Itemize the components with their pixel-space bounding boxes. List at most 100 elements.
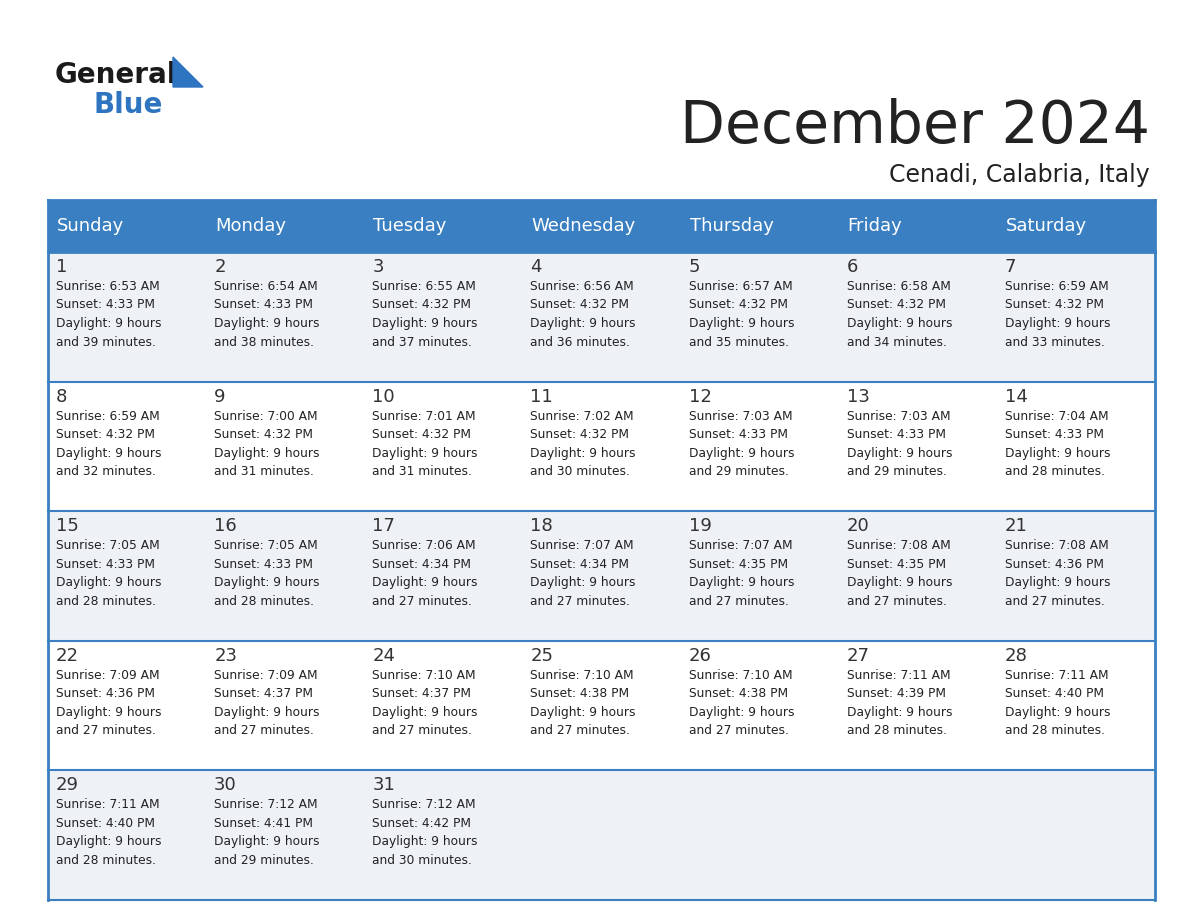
Text: Sunrise: 7:06 AM: Sunrise: 7:06 AM [372,539,476,553]
Text: Daylight: 9 hours: Daylight: 9 hours [689,446,794,460]
Bar [48,641,207,770]
Bar [365,641,523,770]
Text: 4: 4 [530,258,542,276]
Bar [681,770,839,900]
Text: Sunrise: 7:00 AM: Sunrise: 7:00 AM [214,409,317,422]
Text: Sunset: 4:32 PM: Sunset: 4:32 PM [214,428,314,442]
Text: Daylight: 9 hours: Daylight: 9 hours [372,706,478,719]
Text: and 28 minutes.: and 28 minutes. [56,854,156,867]
Text: Sunset: 4:33 PM: Sunset: 4:33 PM [214,298,314,311]
Text: Sunrise: 7:11 AM: Sunrise: 7:11 AM [56,799,159,812]
Text: Sunrise: 6:58 AM: Sunrise: 6:58 AM [847,280,950,293]
Text: 31: 31 [372,777,396,794]
Text: Sunrise: 7:08 AM: Sunrise: 7:08 AM [1005,539,1108,553]
Text: Sunset: 4:36 PM: Sunset: 4:36 PM [56,688,154,700]
Text: Daylight: 9 hours: Daylight: 9 hours [847,577,953,589]
Text: Sunset: 4:37 PM: Sunset: 4:37 PM [372,688,472,700]
Text: Sunrise: 7:07 AM: Sunrise: 7:07 AM [689,539,792,553]
Text: Sunrise: 7:07 AM: Sunrise: 7:07 AM [530,539,634,553]
Bar [681,382,839,511]
Text: Sunrise: 7:01 AM: Sunrise: 7:01 AM [372,409,476,422]
Text: Daylight: 9 hours: Daylight: 9 hours [530,706,636,719]
Bar [997,382,1155,511]
Text: Sunrise: 7:11 AM: Sunrise: 7:11 AM [847,669,950,682]
Bar [681,200,839,252]
Text: Sunrise: 7:12 AM: Sunrise: 7:12 AM [214,799,317,812]
Bar [365,770,523,900]
Text: 30: 30 [214,777,236,794]
Text: and 27 minutes.: and 27 minutes. [56,724,156,737]
Text: and 30 minutes.: and 30 minutes. [530,465,631,478]
Text: and 27 minutes.: and 27 minutes. [214,724,314,737]
Text: Sunrise: 7:03 AM: Sunrise: 7:03 AM [847,409,950,422]
Text: 9: 9 [214,387,226,406]
Text: Sunrise: 6:55 AM: Sunrise: 6:55 AM [372,280,476,293]
Text: Sunset: 4:32 PM: Sunset: 4:32 PM [56,428,154,442]
Bar [997,511,1155,641]
Text: General: General [55,61,177,89]
Text: Sunday: Sunday [57,217,125,235]
Text: Monday: Monday [215,217,286,235]
Text: Sunrise: 7:11 AM: Sunrise: 7:11 AM [1005,669,1108,682]
Text: Blue: Blue [93,91,163,119]
Bar [681,511,839,641]
Bar [365,382,523,511]
Text: 19: 19 [689,517,712,535]
Text: Sunrise: 7:10 AM: Sunrise: 7:10 AM [689,669,792,682]
Text: Sunrise: 6:57 AM: Sunrise: 6:57 AM [689,280,792,293]
Text: Friday: Friday [848,217,903,235]
Bar [523,200,681,252]
Text: Daylight: 9 hours: Daylight: 9 hours [214,706,320,719]
Text: and 37 minutes.: and 37 minutes. [372,335,472,349]
Text: Sunset: 4:32 PM: Sunset: 4:32 PM [530,298,630,311]
Text: and 31 minutes.: and 31 minutes. [214,465,314,478]
Text: Sunrise: 7:09 AM: Sunrise: 7:09 AM [56,669,159,682]
Bar [523,641,681,770]
Text: Daylight: 9 hours: Daylight: 9 hours [847,706,953,719]
Text: Sunrise: 7:10 AM: Sunrise: 7:10 AM [530,669,634,682]
Bar [48,252,207,382]
Text: and 27 minutes.: and 27 minutes. [847,595,947,608]
Text: and 28 minutes.: and 28 minutes. [1005,465,1105,478]
Text: Daylight: 9 hours: Daylight: 9 hours [689,317,794,330]
Text: Sunset: 4:33 PM: Sunset: 4:33 PM [847,428,946,442]
Bar [523,511,681,641]
Text: 24: 24 [372,647,396,665]
Bar [997,200,1155,252]
Text: and 27 minutes.: and 27 minutes. [689,724,789,737]
Text: 17: 17 [372,517,396,535]
Text: Sunset: 4:38 PM: Sunset: 4:38 PM [689,688,788,700]
Text: Cenadi, Calabria, Italy: Cenadi, Calabria, Italy [890,163,1150,187]
Bar [523,382,681,511]
Text: Sunrise: 7:12 AM: Sunrise: 7:12 AM [372,799,476,812]
Text: Daylight: 9 hours: Daylight: 9 hours [214,317,320,330]
Text: Daylight: 9 hours: Daylight: 9 hours [56,446,162,460]
Text: and 27 minutes.: and 27 minutes. [689,595,789,608]
Text: Daylight: 9 hours: Daylight: 9 hours [1005,317,1111,330]
Bar [997,770,1155,900]
Text: Daylight: 9 hours: Daylight: 9 hours [56,317,162,330]
Bar [207,200,365,252]
Text: 11: 11 [530,387,554,406]
Text: Sunset: 4:33 PM: Sunset: 4:33 PM [1005,428,1104,442]
Text: 18: 18 [530,517,554,535]
Bar [48,770,207,900]
Text: Sunrise: 6:54 AM: Sunrise: 6:54 AM [214,280,318,293]
Text: Sunrise: 7:09 AM: Sunrise: 7:09 AM [214,669,317,682]
Text: Daylight: 9 hours: Daylight: 9 hours [372,577,478,589]
Text: Sunset: 4:35 PM: Sunset: 4:35 PM [689,558,788,571]
Text: and 35 minutes.: and 35 minutes. [689,335,789,349]
Text: Daylight: 9 hours: Daylight: 9 hours [214,446,320,460]
Text: Daylight: 9 hours: Daylight: 9 hours [372,835,478,848]
Text: and 28 minutes.: and 28 minutes. [56,595,156,608]
Text: Sunset: 4:32 PM: Sunset: 4:32 PM [1005,298,1104,311]
Bar [839,200,997,252]
Text: and 39 minutes.: and 39 minutes. [56,335,156,349]
Bar [681,252,839,382]
Text: Sunset: 4:40 PM: Sunset: 4:40 PM [56,817,154,830]
Text: and 27 minutes.: and 27 minutes. [530,595,631,608]
Bar [207,770,365,900]
Text: Daylight: 9 hours: Daylight: 9 hours [847,317,953,330]
Polygon shape [173,57,203,87]
Text: Sunset: 4:32 PM: Sunset: 4:32 PM [530,428,630,442]
